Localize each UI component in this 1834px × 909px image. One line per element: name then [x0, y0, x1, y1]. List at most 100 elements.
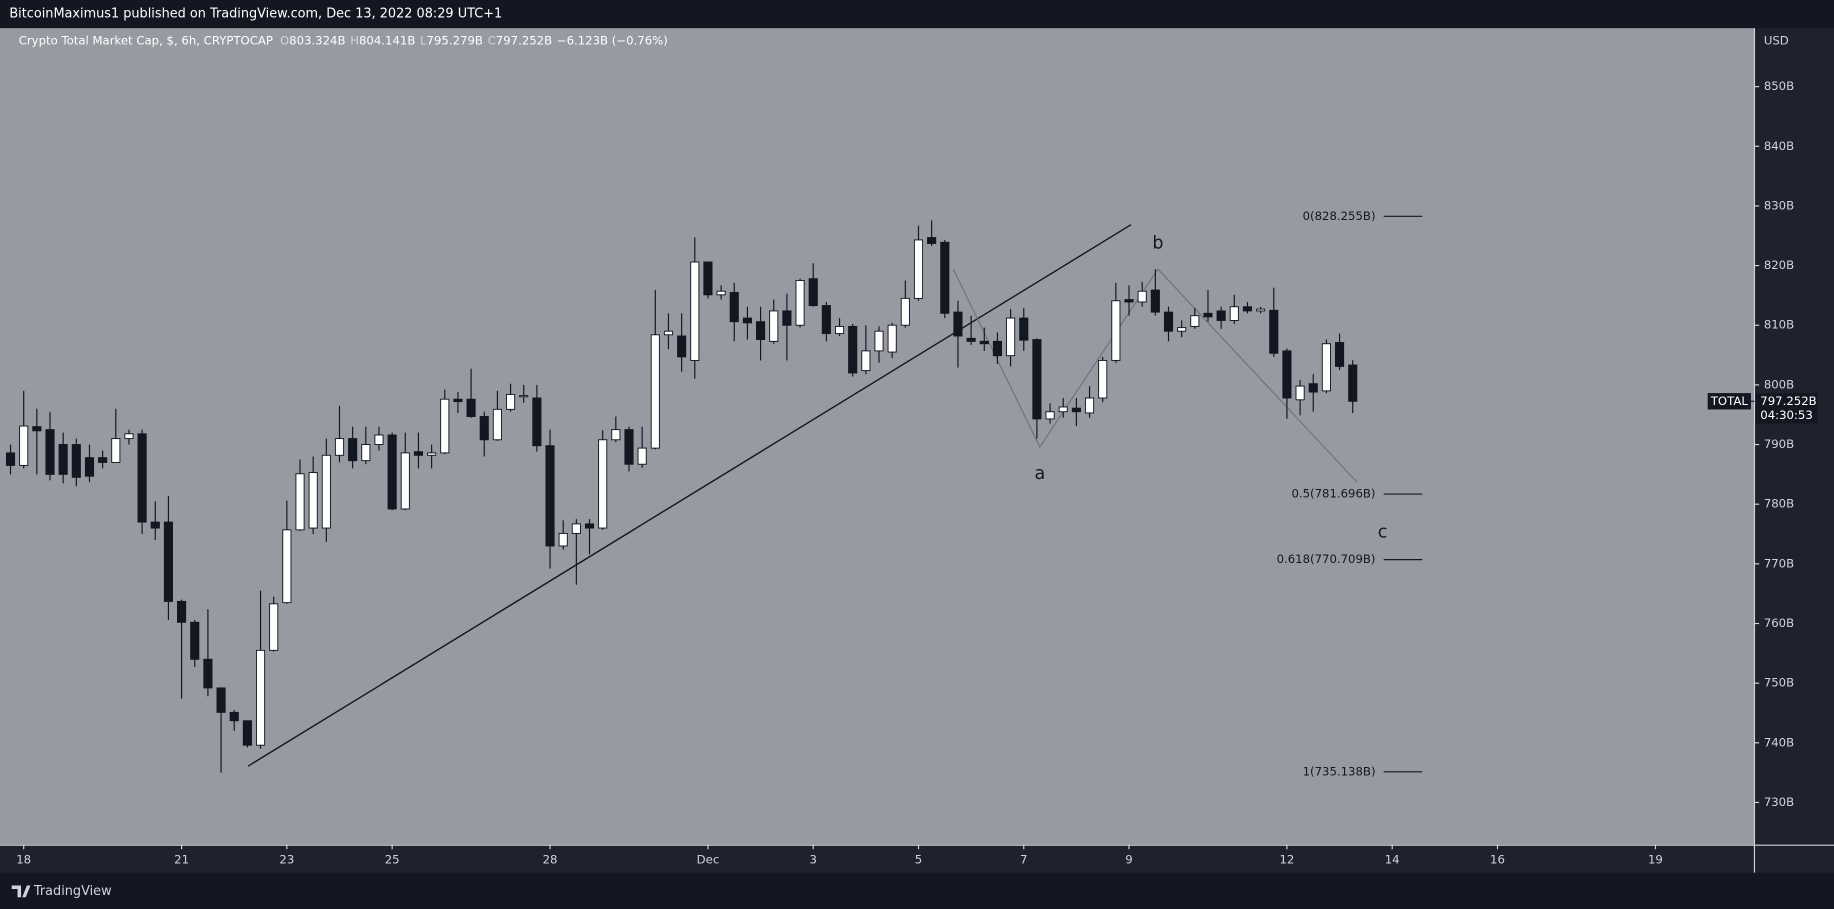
footer-brand: TradingView — [33, 884, 112, 899]
candle-body — [440, 398, 450, 454]
candle-body — [413, 451, 424, 456]
candle-body — [1308, 383, 1318, 393]
y-tick-label: 810B — [1764, 318, 1794, 332]
candle-body — [545, 445, 555, 547]
candle-body — [321, 454, 331, 529]
candle-body — [1058, 406, 1068, 413]
trendline — [247, 224, 1132, 767]
x-tick-label: 25 — [385, 852, 400, 866]
wave-label: c — [1378, 522, 1388, 542]
ohlc-value: 803.324B — [289, 34, 345, 48]
candle-body — [742, 317, 752, 324]
candle-body — [1137, 290, 1147, 303]
candle-body — [479, 416, 489, 441]
candle-body — [729, 291, 739, 323]
x-tick-label: Dec — [697, 852, 720, 866]
x-tick-label: 14 — [1385, 852, 1400, 866]
candle-body — [32, 426, 42, 432]
candle-body — [1124, 299, 1134, 303]
candle-body — [782, 310, 792, 326]
candle-body — [637, 447, 647, 465]
fib-label: 0.5(781.696B) — [1291, 487, 1375, 501]
candle-body — [979, 340, 989, 345]
candle-body — [966, 337, 976, 342]
candle-body — [1216, 310, 1226, 321]
wave-path — [952, 268, 1358, 483]
candle-body — [874, 330, 884, 352]
candle-body — [334, 438, 345, 456]
candle-body — [1111, 300, 1121, 361]
price-axis — [1754, 28, 1834, 845]
ohlc-value: 795.279B — [427, 34, 483, 48]
candle-body — [690, 261, 700, 361]
candle-body — [887, 324, 897, 353]
candle-body — [400, 452, 410, 510]
fib-label: 0(828.255B) — [1303, 209, 1376, 223]
x-tick-label: 16 — [1490, 852, 1505, 866]
candle-body — [756, 321, 766, 341]
symbol-label: TOTAL — [1710, 394, 1749, 408]
ohlc-value: 797.252B — [496, 34, 552, 48]
x-tick-label: 3 — [809, 852, 816, 866]
candle-body — [466, 398, 476, 417]
ohlc-key: L — [420, 34, 427, 48]
symbol-box — [1707, 393, 1751, 410]
candle-body — [98, 457, 108, 463]
candle-body — [177, 600, 187, 623]
candle-body — [1256, 308, 1266, 312]
y-tick-label: 840B — [1764, 139, 1794, 153]
candle-body — [808, 278, 818, 307]
wave-label: b — [1152, 233, 1163, 253]
candle-body — [374, 434, 384, 446]
fib-label: 0.618(770.709B) — [1277, 552, 1376, 566]
candle-body — [124, 433, 134, 440]
y-unit: USD — [1764, 34, 1789, 48]
candle-body — [1335, 342, 1345, 367]
candle-body — [308, 472, 318, 529]
candle-body — [190, 621, 200, 660]
candle-body — [348, 438, 358, 462]
candle-body — [1084, 397, 1095, 414]
candle-body — [532, 397, 542, 447]
ohlc-value: 804.141B — [359, 34, 415, 48]
candle-body — [769, 310, 779, 342]
x-tick-label: 9 — [1125, 852, 1132, 866]
change: −6.123B (−0.76%) — [557, 34, 668, 48]
candle-body — [940, 241, 950, 314]
candle-body — [242, 720, 252, 746]
candle-body — [1098, 359, 1108, 399]
candle-body — [663, 330, 674, 336]
last-price-label: 797.252B — [1760, 394, 1816, 408]
y-tick-label: 730B — [1764, 795, 1794, 809]
candle-body — [900, 297, 910, 326]
candle-body — [216, 687, 226, 713]
candle-body — [427, 452, 437, 456]
candle-body — [861, 350, 871, 372]
candle-body — [5, 452, 16, 466]
y-tick-label: 850B — [1764, 79, 1794, 93]
candle-body — [1348, 364, 1358, 402]
candle-body — [598, 439, 608, 529]
candle-body — [624, 429, 634, 465]
candle-body — [203, 658, 213, 689]
ohlc-key: O — [280, 34, 289, 48]
plot-area — [0, 28, 1755, 845]
y-tick-label: 770B — [1764, 556, 1794, 570]
candle-body — [1242, 306, 1253, 312]
fib-label: 1(735.138B) — [1303, 764, 1376, 778]
x-tick-label: 18 — [16, 852, 31, 866]
x-tick-label: 21 — [174, 852, 189, 866]
x-tick-label: 7 — [1020, 852, 1027, 866]
wave-label: a — [1034, 464, 1045, 484]
candle-body — [269, 603, 279, 651]
y-tick-label: 820B — [1764, 258, 1794, 272]
ohlc-key: C — [488, 34, 496, 48]
candle-body — [1229, 306, 1239, 321]
candle-body — [1282, 350, 1292, 399]
x-tick-label: 5 — [915, 852, 922, 866]
chart-title: Crypto Total Market Cap, $, 6h, CRYPTOCA… — [19, 34, 273, 48]
candle-body — [71, 444, 81, 478]
y-tick-label: 800B — [1764, 377, 1794, 391]
y-tick-label: 780B — [1764, 497, 1794, 511]
countdown: 04:30:53 — [1760, 408, 1813, 422]
